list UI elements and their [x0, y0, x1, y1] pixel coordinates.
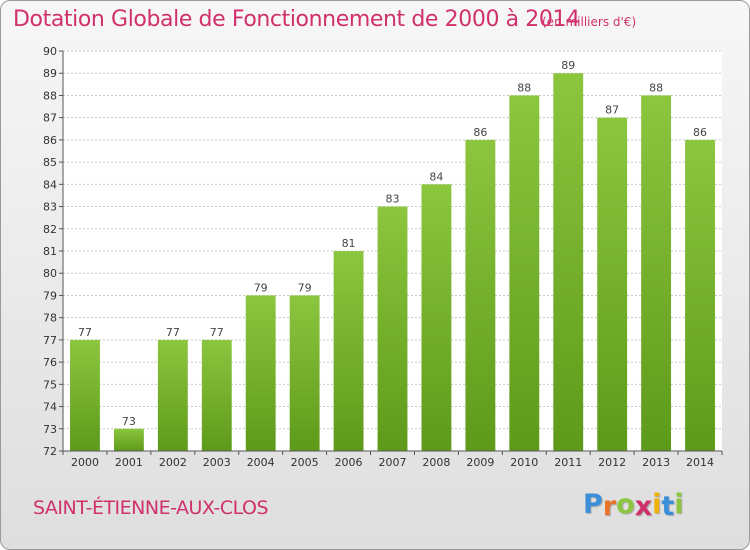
- bar-2003: [201, 339, 232, 451]
- logo-letter: i: [674, 489, 684, 520]
- bar-2002: [157, 339, 188, 451]
- x-tick-label: 2003: [203, 456, 231, 469]
- value-label: 86: [473, 126, 487, 139]
- value-label: 86: [693, 126, 707, 139]
- value-label: 77: [78, 326, 92, 339]
- bar-2007: [377, 206, 408, 451]
- y-tick-label: 79: [43, 289, 57, 302]
- y-tick-label: 86: [43, 134, 57, 147]
- logo-letter: x: [634, 491, 653, 522]
- bar-2004: [245, 295, 276, 451]
- bar-2001: [113, 428, 144, 451]
- x-tick-label: 2000: [71, 456, 99, 469]
- y-tick-label: 88: [43, 89, 57, 102]
- y-tick-label: 90: [43, 45, 57, 58]
- y-tick-label: 77: [43, 334, 57, 347]
- chart-title: Dotation Globale de Fonctionnement de 20…: [13, 7, 580, 32]
- bar-2005: [289, 295, 320, 451]
- x-tick-label: 2007: [379, 456, 407, 469]
- x-tick-label: 2010: [510, 456, 538, 469]
- bar-2013: [641, 95, 672, 451]
- value-label: 84: [429, 170, 443, 183]
- y-tick-label: 75: [43, 378, 57, 391]
- commune-name: SAINT-ÉTIENNE-AUX-CLOS: [33, 497, 269, 519]
- x-tick-label: 2014: [686, 456, 714, 469]
- y-tick-label: 72: [43, 445, 57, 458]
- y-tick-label: 87: [43, 112, 57, 125]
- value-label: 83: [386, 193, 400, 206]
- x-tick-label: 2011: [554, 456, 582, 469]
- value-label: 89: [561, 59, 575, 72]
- y-tick-label: 85: [43, 156, 57, 169]
- value-label: 77: [166, 326, 180, 339]
- bar-2011: [553, 73, 584, 451]
- value-label: 79: [254, 281, 268, 294]
- chart-subtitle: (en milliers d'€): [542, 15, 637, 29]
- y-tick-label: 80: [43, 267, 57, 280]
- y-tick-label: 78: [43, 312, 57, 325]
- y-tick-label: 76: [43, 356, 57, 369]
- logo-letter: o: [616, 489, 635, 520]
- y-tick-label: 89: [43, 67, 57, 80]
- logo-letter: P: [583, 489, 603, 520]
- axes: 72 73 74 75 76 77 78 79 80 81 82 83 84 85 86 87 88 89 90 20…: [43, 45, 723, 469]
- value-label: 79: [298, 281, 312, 294]
- value-label: 81: [342, 237, 356, 250]
- logo-letter: i: [652, 489, 662, 520]
- bar-2009: [465, 139, 496, 451]
- x-tick-label: 2005: [291, 456, 319, 469]
- logo-letter: t: [661, 491, 675, 522]
- bars: [70, 73, 715, 452]
- y-tick-label: 73: [43, 423, 57, 436]
- x-tick-label: 2012: [598, 456, 626, 469]
- y-tick-label: 81: [43, 245, 57, 258]
- x-tick-label: 2009: [466, 456, 494, 469]
- x-tick-label: 2006: [335, 456, 363, 469]
- value-label: 88: [517, 81, 531, 94]
- y-tick-label: 83: [43, 201, 57, 214]
- x-tick-label: 2008: [422, 456, 450, 469]
- bar-2000: [70, 339, 100, 451]
- x-tick-label: 2004: [247, 456, 275, 469]
- bar-2008: [421, 184, 452, 452]
- y-tick-label: 84: [43, 178, 57, 191]
- bar-2006: [333, 251, 364, 451]
- value-label: 77: [210, 326, 224, 339]
- y-tick-label: 74: [43, 401, 57, 414]
- x-tick-label: 2001: [115, 456, 143, 469]
- y-tick-label: 82: [43, 223, 57, 236]
- bar-2014: [685, 139, 715, 451]
- bar-2010: [509, 95, 540, 451]
- logo-letter: r: [602, 491, 617, 522]
- value-label: 73: [122, 415, 136, 428]
- value-label: 88: [649, 81, 663, 94]
- bar-2012: [597, 117, 628, 452]
- proxiti-logo: Proxiti: [583, 489, 684, 522]
- value-label: 87: [605, 104, 619, 117]
- x-tick-label: 2013: [642, 456, 670, 469]
- x-tick-label: 2002: [159, 456, 187, 469]
- value-labels: 77 73 77 77 79 79 81 83 84 86 88 89 87 88 86: [78, 59, 707, 428]
